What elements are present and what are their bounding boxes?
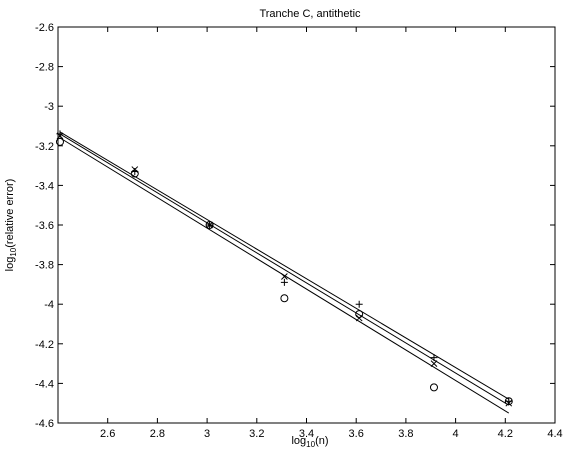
x-tick-label: 3.2 — [249, 428, 264, 440]
fit-line-circle — [59, 137, 510, 414]
y-tick-label: -3.2 — [35, 141, 54, 153]
y-tick-label: -3.8 — [35, 260, 54, 272]
data-point-circle — [355, 310, 364, 319]
x-tick-label: 3.8 — [398, 428, 413, 440]
data-point-cross — [131, 166, 139, 173]
y-axis-label-sub: 10 — [9, 247, 18, 256]
plot-area: 2.6 2.8 3 3.2 3.4 3.6 3.8 4 4.2 4.4 -2.6 -2.8 -3 -3.2… — [35, 22, 563, 440]
y-tick-label: -3.6 — [35, 220, 54, 232]
axes-box — [57, 26, 556, 424]
y-axis-label-base: log — [4, 257, 16, 272]
chart-title: Tranche C, antithetic — [259, 8, 361, 20]
y-tick-label: -2.6 — [35, 22, 54, 34]
x-tick-label: 3.4 — [299, 428, 314, 440]
data-point-circle — [429, 383, 438, 392]
data-point-cross — [281, 273, 288, 280]
fit-line-plus — [59, 131, 510, 400]
data-point-circle — [55, 137, 64, 146]
y-tick-label: -4.2 — [35, 339, 54, 351]
x-tick-label: 3 — [204, 428, 210, 440]
data-point-cross — [355, 314, 363, 322]
x-tick-label: 4.2 — [498, 428, 513, 440]
data-point-plus — [355, 300, 363, 308]
x-axis-label-rest: (n) — [315, 435, 328, 447]
x-tick-label: 3.6 — [349, 428, 364, 440]
data-point-cross — [505, 399, 513, 407]
data-point-cross — [430, 360, 438, 367]
x-tick-label: 4.4 — [547, 428, 562, 440]
y-tick-label: -4.6 — [35, 418, 54, 430]
y-tick-label: -3.4 — [35, 180, 54, 192]
x-tick-label: 2.8 — [150, 428, 165, 440]
data-point-cross — [56, 132, 64, 140]
y-tick-label: -4 — [44, 299, 54, 311]
x-tick-label: 4 — [453, 428, 459, 440]
data-point-plus — [280, 278, 288, 286]
x-axis-label-base: log — [291, 435, 306, 447]
y-tick-label: -4.4 — [35, 378, 54, 390]
data-point-cross — [206, 221, 213, 229]
y-tick-label: -3 — [44, 101, 54, 113]
data-point-plus — [430, 354, 438, 362]
x-tick-label: 2.6 — [100, 428, 115, 440]
fit-line-cross — [59, 133, 510, 406]
x-axis-label-sub: 10 — [306, 440, 315, 449]
x-axis-label: log10(n) — [291, 435, 328, 449]
y-axis-label-rest: (relative error) — [4, 179, 16, 248]
data-point-circle — [280, 294, 289, 303]
y-tick-label: -2.8 — [35, 62, 54, 74]
y-axis-label: log10(relative error) — [4, 179, 18, 272]
